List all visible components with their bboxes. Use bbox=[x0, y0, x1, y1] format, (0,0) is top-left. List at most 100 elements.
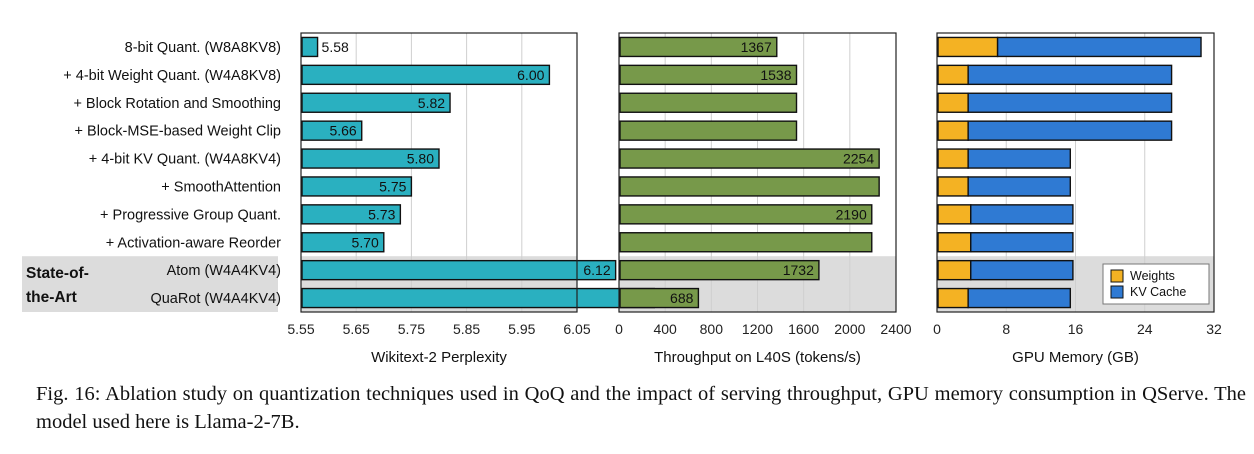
legend-label: Weights bbox=[1130, 269, 1175, 283]
bar-kv-cache bbox=[970, 259, 1074, 281]
x-tick-label: 6.05 bbox=[563, 321, 590, 337]
data-label: 688 bbox=[670, 290, 694, 306]
bar-weights bbox=[937, 287, 969, 309]
x-tick-label: 5.65 bbox=[343, 321, 370, 337]
data-label: 5.70 bbox=[352, 234, 379, 250]
bar bbox=[301, 92, 451, 113]
bar-weights bbox=[937, 259, 972, 281]
data-label: 5.66 bbox=[329, 123, 356, 139]
x-axis-label: GPU Memory (GB) bbox=[1012, 349, 1139, 366]
x-tick-label: 16 bbox=[1068, 321, 1084, 337]
bar-weights bbox=[937, 92, 969, 113]
bar-weights bbox=[937, 148, 969, 169]
x-tick-label: 2000 bbox=[834, 321, 865, 337]
data-label: 5.73 bbox=[368, 206, 395, 222]
bar-kv-cache bbox=[970, 232, 1074, 253]
x-axis-label: Throughput on L40S (tokens/s) bbox=[654, 349, 861, 366]
bar-kv-cache bbox=[967, 287, 1072, 309]
gpu-memory-panel: 0 8 16 24 32 GPU Memory (GB) Weights KV Cache bbox=[933, 32, 1222, 366]
data-label: 5.75 bbox=[379, 178, 406, 194]
bar-weights bbox=[937, 232, 972, 253]
bar-weights bbox=[937, 120, 969, 141]
legend-label: KV Cache bbox=[1130, 285, 1186, 299]
perplexity-panel: 5.55 5.65 5.75 5.85 5.95 6.05 Wikitext-2 Perpl… bbox=[287, 32, 655, 366]
row-label: Atom (W4A4KV4) bbox=[167, 263, 281, 279]
bar bbox=[619, 120, 798, 141]
bar-kv-cache bbox=[967, 176, 1072, 197]
bar bbox=[301, 120, 363, 141]
bar bbox=[301, 176, 413, 197]
x-tick-label: 5.55 bbox=[287, 321, 314, 337]
bar-kv-cache bbox=[967, 120, 1173, 141]
bar bbox=[619, 176, 880, 197]
x-tick-label: 32 bbox=[1206, 321, 1222, 337]
bar bbox=[619, 92, 798, 113]
bar-kv-cache bbox=[967, 148, 1072, 169]
row-label: + Block-MSE-based Weight Clip bbox=[75, 124, 281, 140]
bar-weights bbox=[937, 204, 972, 225]
x-axis-label: Wikitext-2 Perplexity bbox=[371, 349, 507, 366]
data-label: 1367 bbox=[741, 39, 772, 55]
sota-label-line2: the-Art bbox=[26, 289, 77, 306]
bar-kv-cache bbox=[996, 36, 1202, 58]
x-tick-label: 24 bbox=[1137, 321, 1153, 337]
plot-frame bbox=[936, 32, 1215, 313]
data-label: 2190 bbox=[836, 206, 867, 222]
bar bbox=[301, 287, 655, 309]
x-tick-label: 0 bbox=[933, 321, 941, 337]
plot-frame bbox=[300, 32, 578, 313]
x-tick-label: 5.75 bbox=[398, 321, 425, 337]
sota-label-line1: State-of- bbox=[26, 265, 89, 282]
x-tick-label: 5.95 bbox=[508, 321, 535, 337]
bar-weights bbox=[937, 64, 969, 86]
bar bbox=[619, 287, 700, 309]
bar bbox=[301, 232, 385, 253]
legend-swatch bbox=[1110, 269, 1124, 283]
throughput-panel: 0 400 800 1200 1600 2000 2400 Throughput on L40… bbox=[615, 32, 912, 366]
row-label: + Progressive Group Quant. bbox=[100, 207, 281, 223]
x-tick-label: 400 bbox=[653, 321, 677, 337]
row-label: 8-bit Quant. (W8A8KV8) bbox=[125, 40, 281, 56]
data-label: 6.00 bbox=[517, 67, 544, 83]
row-label: + 4-bit Weight Quant. (W4A8KV8) bbox=[63, 68, 281, 84]
x-tick-label: 0 bbox=[615, 321, 623, 337]
plot-frame bbox=[618, 32, 897, 313]
bar bbox=[619, 259, 820, 281]
bar-weights bbox=[937, 36, 999, 58]
bar bbox=[619, 148, 880, 169]
bar-kv-cache bbox=[967, 64, 1173, 86]
row-labels: 8-bit Quant. (W8A8KV8) + 4-bit Weight Qua… bbox=[63, 40, 281, 307]
bar bbox=[301, 148, 440, 169]
row-label: + SmoothAttention bbox=[161, 179, 281, 195]
bar-kv-cache bbox=[970, 204, 1074, 225]
figure-caption: Fig. 16: Ablation study on quantization … bbox=[36, 383, 1246, 433]
x-tick-label: 1600 bbox=[788, 321, 819, 337]
data-label: 1732 bbox=[783, 262, 814, 278]
data-label: 2254 bbox=[843, 151, 874, 167]
bar-kv-cache bbox=[967, 92, 1173, 113]
row-label: + Block Rotation and Smoothing bbox=[73, 96, 281, 112]
x-tick-label: 2400 bbox=[880, 321, 911, 337]
row-label: + 4-bit KV Quant. (W4A8KV4) bbox=[89, 152, 281, 168]
bar bbox=[619, 36, 778, 58]
row-label: + Activation-aware Reorder bbox=[106, 235, 281, 251]
bar-weights bbox=[937, 176, 969, 197]
bar bbox=[619, 232, 873, 253]
ablation-figure: 8-bit Quant. (W8A8KV8) + 4-bit Weight Qua… bbox=[22, 32, 1222, 366]
x-tick-label: 1200 bbox=[742, 321, 773, 337]
bar bbox=[619, 204, 873, 225]
bar bbox=[301, 36, 319, 58]
bar bbox=[619, 64, 798, 86]
legend-swatch bbox=[1110, 285, 1124, 299]
bar bbox=[301, 64, 551, 86]
x-tick-label: 800 bbox=[700, 321, 724, 337]
sota-band-labels bbox=[22, 256, 278, 312]
row-label: QuaRot (W4A4KV4) bbox=[150, 291, 281, 307]
bar bbox=[301, 259, 617, 281]
x-tick-label: 8 bbox=[1002, 321, 1010, 337]
data-label: 5.58 bbox=[322, 39, 349, 55]
data-label: 6.12 bbox=[583, 262, 610, 278]
x-tick-label: 5.85 bbox=[453, 321, 480, 337]
bar bbox=[301, 204, 402, 225]
data-label: 5.82 bbox=[418, 95, 445, 111]
